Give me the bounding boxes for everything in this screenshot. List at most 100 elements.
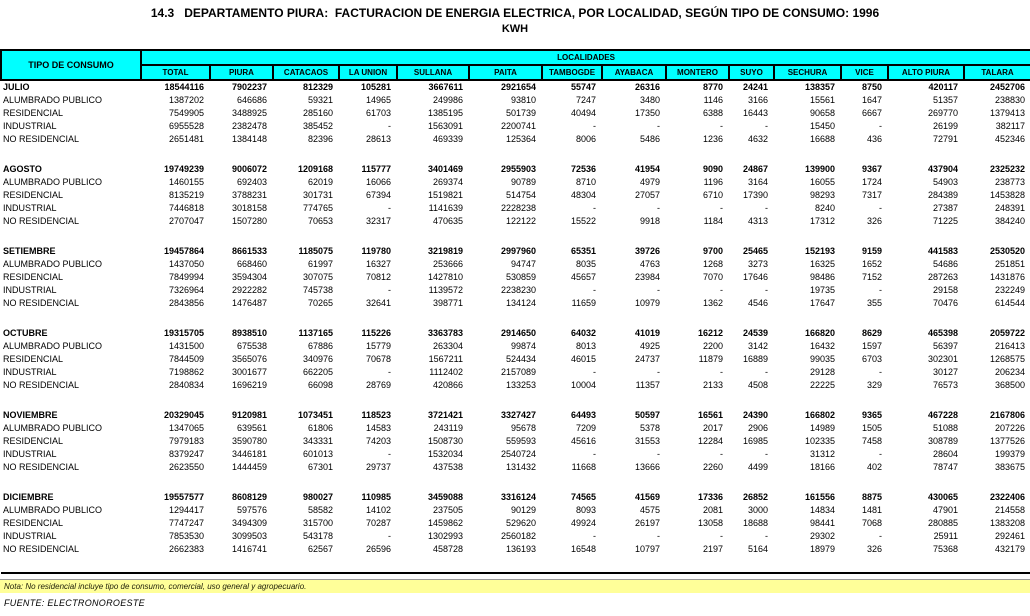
- value-cell: 398771: [432, 298, 463, 308]
- value-cell: 51088: [932, 423, 958, 433]
- column-header-cell: PAITA: [468, 64, 543, 81]
- value-cell: 1508730: [427, 436, 463, 446]
- value-cell: 1196: [703, 177, 723, 187]
- value-cell: 675538: [236, 341, 267, 351]
- row-label-cell: ALUMBRADO PUBLICO: [3, 505, 103, 515]
- value-cell: 343331: [302, 436, 333, 446]
- value-cell: 13058: [697, 518, 723, 528]
- value-cell: 2200: [702, 341, 723, 351]
- value-cell: 45657: [570, 272, 596, 282]
- value-cell: 16985: [742, 436, 768, 446]
- value-cell: 19315705: [163, 328, 204, 338]
- page-title: 14.3 DEPARTAMENTO PIURA: FACTURACION DE …: [150, 6, 880, 20]
- value-cell: -: [388, 285, 391, 295]
- value-cell: 14102: [365, 505, 391, 515]
- value-cell: 340976: [302, 354, 333, 364]
- value-cell: 54903: [932, 177, 958, 187]
- value-cell: 17350: [634, 108, 660, 118]
- value-cell: 8379247: [168, 449, 204, 459]
- value-cell: 8770: [702, 82, 723, 92]
- value-cell: 639561: [236, 423, 267, 433]
- value-cell: 238830: [995, 95, 1026, 105]
- value-cell: 248391: [995, 203, 1026, 213]
- value-cell: 1141639: [428, 203, 463, 213]
- value-cell: 31312: [809, 449, 835, 459]
- value-cell: 7902237: [231, 82, 267, 92]
- category-row: ALUMBRADO PUBLICO 1437050 668460 61997 16327…: [1, 258, 1030, 271]
- value-cell: 41954: [634, 164, 660, 174]
- row-label-cell: AGOSTO: [3, 164, 42, 174]
- value-cell: 7247: [575, 95, 596, 105]
- value-cell: 47901: [932, 505, 958, 515]
- value-cell: -: [765, 285, 768, 295]
- value-cell: 458728: [432, 544, 463, 554]
- value-cell: 3000: [747, 505, 768, 515]
- value-cell: 2133: [702, 380, 723, 390]
- category-row: NO RESIDENCIAL 2651481 1384148 82396 28613 46…: [1, 133, 1030, 146]
- value-cell: 17312: [809, 216, 835, 226]
- value-cell: 207226: [995, 423, 1026, 433]
- value-cell: 90129: [510, 505, 536, 515]
- value-cell: 5378: [639, 423, 660, 433]
- value-cell: 315700: [302, 518, 333, 528]
- value-cell: 437904: [927, 164, 958, 174]
- value-cell: 1185075: [298, 246, 333, 256]
- category-row: INDUSTRIAL 7326964 2922282 745738 - 1139572 22…: [1, 284, 1030, 297]
- value-cell: 19735: [809, 285, 835, 295]
- value-cell: 2157089: [500, 367, 536, 377]
- value-cell: 25911: [933, 531, 958, 541]
- value-cell: 8608129: [231, 492, 267, 502]
- row-label-cell: ALUMBRADO PUBLICO: [3, 341, 103, 351]
- value-cell: 9120981: [231, 410, 267, 420]
- category-row: RESIDENCIAL 7979183 3590780 343331 74203 1508…: [1, 435, 1030, 448]
- value-cell: -: [765, 203, 768, 213]
- value-cell: -: [879, 367, 882, 377]
- value-cell: 49924: [570, 518, 596, 528]
- value-cell: 90658: [809, 108, 835, 118]
- value-cell: 2914650: [500, 328, 536, 338]
- value-cell: 134124: [505, 298, 536, 308]
- value-cell: 7152: [861, 272, 882, 282]
- value-cell: 3099503: [231, 531, 267, 541]
- column-header-cell: TALARA: [962, 64, 1030, 81]
- value-cell: 9006072: [231, 164, 267, 174]
- spacer-cell: [1, 228, 1030, 245]
- value-cell: 402: [866, 462, 882, 472]
- value-cell: 115777: [361, 164, 391, 174]
- value-cell: 1532034: [427, 449, 463, 459]
- value-cell: 23984: [634, 272, 660, 282]
- value-cell: 3219819: [427, 246, 463, 256]
- value-cell: 3590780: [231, 436, 267, 446]
- value-cell: 70678: [365, 354, 391, 364]
- value-cell: 119780: [361, 246, 391, 256]
- value-cell: 1379413: [990, 108, 1026, 118]
- value-cell: -: [657, 449, 660, 459]
- value-cell: 812329: [302, 82, 333, 92]
- value-cell: 614544: [995, 298, 1026, 308]
- value-cell: 692403: [236, 177, 267, 187]
- value-cell: 9159: [861, 246, 882, 256]
- spacer-cell: [1, 310, 1030, 327]
- value-cell: 70812: [365, 272, 391, 282]
- value-cell: 326: [866, 544, 882, 554]
- value-cell: 166820: [804, 328, 835, 338]
- value-cell: 16212: [697, 328, 723, 338]
- value-cell: 1209168: [297, 164, 333, 174]
- value-cell: 48304: [570, 190, 596, 200]
- value-cell: -: [388, 531, 391, 541]
- value-cell: 3594304: [231, 272, 267, 282]
- value-cell: 452346: [995, 134, 1026, 144]
- value-cell: 530859: [505, 272, 536, 282]
- value-cell: 1696219: [231, 380, 267, 390]
- value-cell: 41569: [634, 492, 660, 502]
- value-cell: 1236: [702, 134, 723, 144]
- value-cell: 384240: [995, 216, 1026, 226]
- value-cell: 67886: [307, 341, 333, 351]
- value-cell: 3363783: [427, 328, 463, 338]
- category-row: INDUSTRIAL 7446818 3018158 774765 - 1141639 22…: [1, 202, 1030, 215]
- value-cell: 3142: [747, 341, 768, 351]
- column-header-cell: MONTERO: [665, 64, 730, 81]
- value-cell: 543178: [302, 531, 333, 541]
- value-cell: 18166: [809, 462, 835, 472]
- value-cell: 136193: [505, 544, 536, 554]
